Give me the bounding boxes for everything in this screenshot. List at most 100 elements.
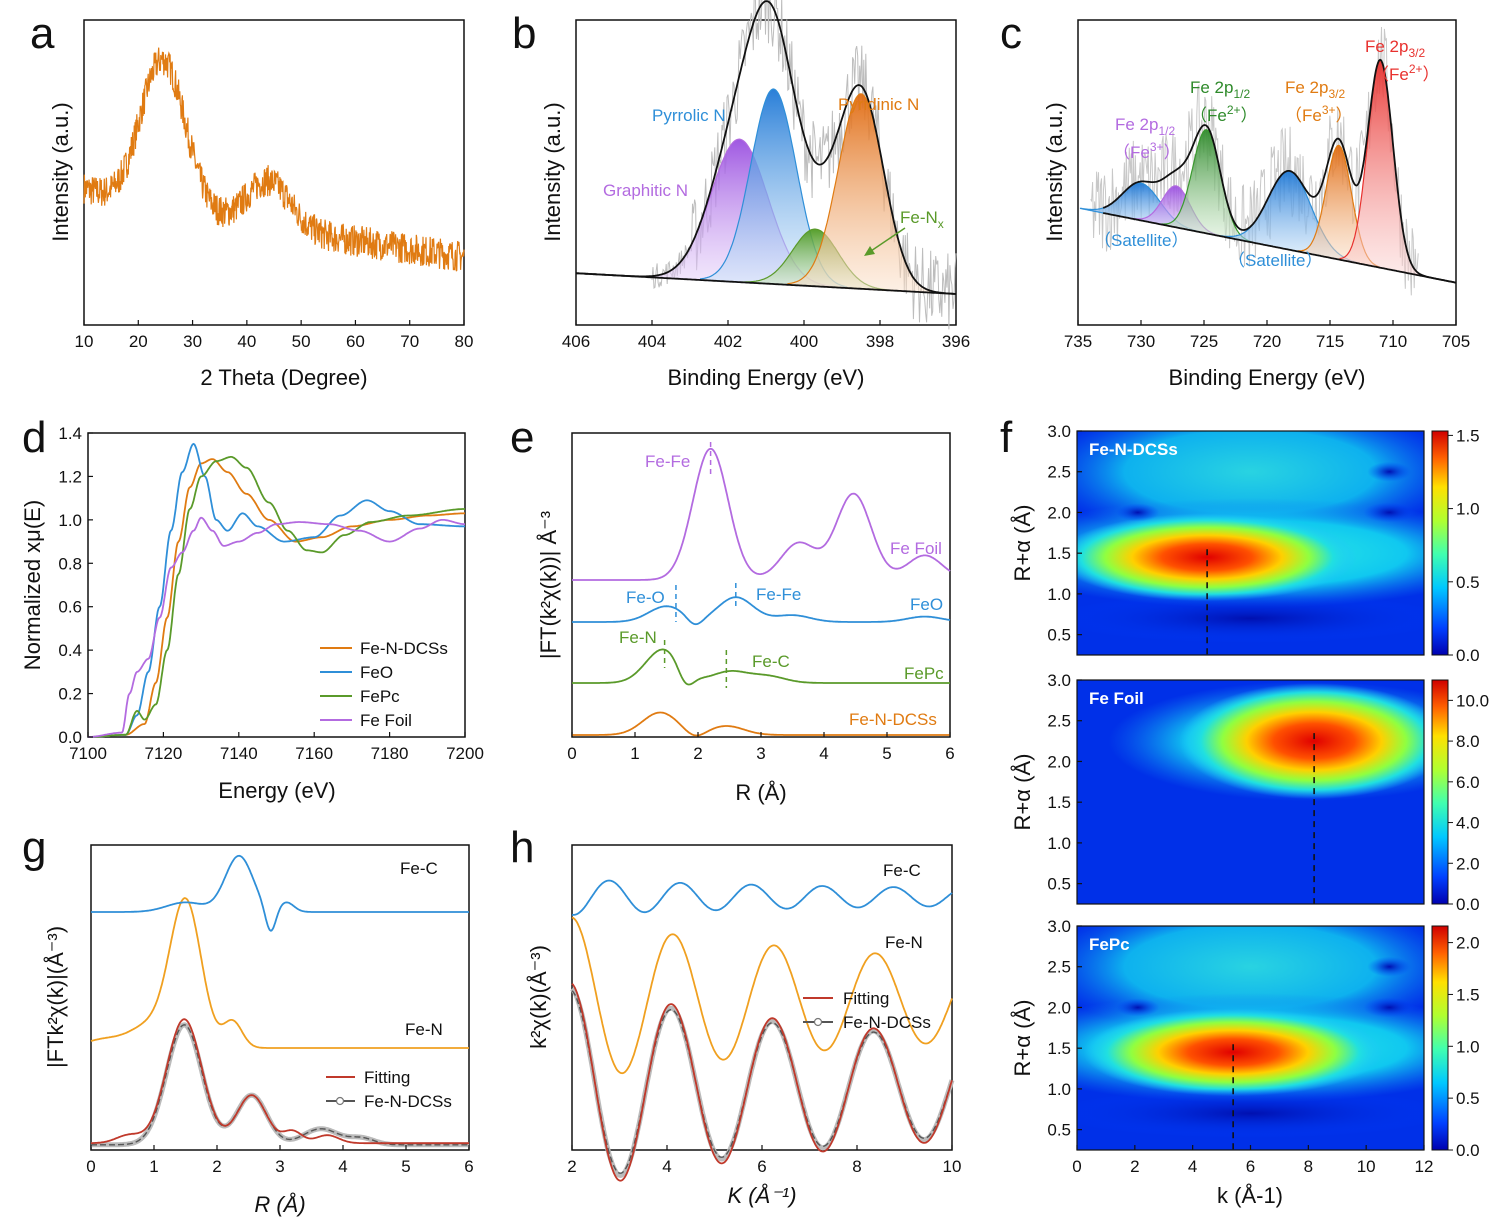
x-tick-label: 20 (129, 332, 148, 351)
label-fe2p32-fe3: Fe 2p3/2 (1285, 78, 1345, 101)
label-fe-o: Fe-O (626, 588, 665, 607)
x-tick-label: 0 (86, 1157, 95, 1176)
panel-f: f Fe-N-DCSs 0.5 1.0 1.5 2.0 2.5 3.0 R+α (Å) 0.0 0… (1000, 413, 1489, 1208)
x-axis-title: 2 Theta (Degree) (200, 365, 367, 390)
x-tick-label: 7200 (446, 744, 484, 763)
x-tick-label: 396 (942, 332, 970, 351)
x-tick-label: 5 (882, 744, 891, 763)
x-tick-label: 7120 (144, 744, 182, 763)
legend-dcss: Fe-N-DCSs (843, 1013, 931, 1032)
legend-label: FePc (360, 687, 400, 706)
x-tick-label: 50 (292, 332, 311, 351)
low-spot (1115, 503, 1160, 522)
y-ticks: 0.0 0.2 0.4 0.6 0.8 1.0 1.2 1.4 (58, 424, 93, 747)
x-tick-label: 7140 (220, 744, 258, 763)
y-axis-title: |FT(k²χ(k))| Å⁻³ (536, 511, 561, 659)
panel-letter: f (1000, 413, 1013, 462)
x-tick-label: 1 (630, 744, 639, 763)
series-fe-c (91, 854, 469, 932)
x-tick-label: 10 (75, 332, 94, 351)
x-axis-title: Binding Energy (eV) (1169, 365, 1366, 390)
x-axis-title: K (Å⁻¹) (727, 1183, 796, 1208)
legend-label: FeO (360, 663, 393, 682)
x-tick-label: 1 (149, 1157, 158, 1176)
label-fepc: FePc (904, 664, 944, 683)
x-tick-label: 730 (1127, 332, 1155, 351)
y-axis-title: R+α (Å) (1010, 1000, 1035, 1077)
colorbar-tick-label: 1.0 (1456, 500, 1480, 519)
legend-marker-dcss (813, 1017, 823, 1027)
y-tick-label: 0.2 (58, 685, 82, 704)
y-tick-label: 1.5 (1047, 793, 1071, 812)
arrow-fe-nx (867, 227, 906, 254)
x-tick-label: 400 (790, 332, 818, 351)
colorbar-tick-label: 6.0 (1456, 773, 1480, 792)
x-axis-title: R (Å) (735, 780, 786, 805)
label-fe-fe-foil: Fe-Fe (645, 452, 690, 471)
x-tick-label: 406 (562, 332, 590, 351)
y-tick-label: 2.5 (1047, 463, 1071, 482)
plot-frame (87, 432, 466, 738)
label-satellite-1: （Satellite） (1094, 231, 1188, 250)
legend-fitting: Fitting (364, 1068, 410, 1087)
label-fe-n: Fe-N (885, 933, 923, 952)
legend-label: Fe-N-DCSs (360, 639, 448, 658)
colorbar-tick-label: 0.0 (1456, 895, 1480, 914)
legend-fitting: Fitting (843, 989, 889, 1008)
label-graphitic-n: Graphitic N (603, 181, 688, 200)
series-fitting (571, 982, 953, 1182)
x-tick-label: 725 (1190, 332, 1218, 351)
x-tick-label: 0 (1072, 1157, 1081, 1176)
y-tick-label: 2.0 (1047, 503, 1071, 522)
wavelet-map-1: Fe-N-DCSs 0.5 1.0 1.5 2.0 2.5 3.0 R+α (Å) 0.0 0.5… (1010, 422, 1480, 665)
x-ticks: 10 20 30 40 50 60 70 80 (75, 320, 473, 351)
plot-area (1079, 26, 1457, 296)
x-tick-label: 6 (757, 1157, 766, 1176)
x-tick-label: 6 (945, 744, 954, 763)
series-fe-foil (88, 516, 465, 738)
legend-dcss: Fe-N-DCSs (364, 1092, 452, 1111)
y-axis-title: k²χ(k)(Å⁻³) (526, 945, 551, 1049)
label-fe3-ion-2: （Fe3+） (1285, 103, 1353, 125)
panel-letter: g (22, 823, 46, 872)
panel-letter: d (22, 413, 46, 462)
x-ticks: 0 1 2 3 4 5 6 (86, 1145, 474, 1176)
fit-envelope (1102, 58, 1457, 284)
series-fe-n-dcss (91, 1024, 469, 1146)
series-fepc (572, 648, 950, 686)
label-fe2-ion-2: （Fe2+） (1372, 62, 1440, 84)
wavelet-map-3: FePc 0.5 1.0 1.5 2.0 2.5 3.0 R+α (Å) 0.0 0.5 1.0 1.… (1010, 917, 1480, 1176)
x-tick-label: 30 (183, 332, 202, 351)
x-tick-label: 8 (1304, 1157, 1313, 1176)
colorbar-tick-label: 0.5 (1456, 573, 1480, 592)
label-feo: FeO (910, 595, 943, 614)
x-ticks: 406 404 402 400 398 396 (562, 320, 970, 351)
intensity-peak (1179, 683, 1424, 800)
x-tick-label: 710 (1379, 332, 1407, 351)
x-tick-label: 2 (567, 1157, 576, 1176)
y-tick-label: 1.0 (58, 511, 82, 530)
x-tick-label: 0 (567, 744, 576, 763)
x-tick-label: 720 (1253, 332, 1281, 351)
x-tick-label: 10 (943, 1157, 962, 1176)
label-fe2p32-fe2: Fe 2p3/2 (1365, 37, 1425, 60)
label-fe-c: Fe-C (752, 652, 790, 671)
panel-d: d 7100 7120 7140 7160 7180 7200 0.00.20.40.60… (20, 413, 484, 803)
plot-area (575, 0, 957, 330)
y-tick-label: 2.5 (1047, 958, 1071, 977)
series-fepc (88, 456, 465, 738)
low-band (1077, 1088, 1424, 1139)
colorbar-tick-label: 2.0 (1456, 934, 1480, 953)
x-tick-label: 2 (212, 1157, 221, 1176)
x-tick-label: 4 (1188, 1157, 1197, 1176)
y-tick-label: 3.0 (1047, 422, 1071, 441)
panel-h: h 2 4 6 8 10 K (Å⁻¹) k²χ(k)(Å⁻³) Fe-C Fe-N F… (510, 823, 961, 1208)
panel-e: e 0 1 2 3 4 5 6 R (Å) |FT(k²χ(k))| Å⁻³ Fe-Fe F… (510, 413, 955, 805)
series-fe-foil (572, 447, 951, 581)
arrowhead-icon (864, 246, 875, 256)
x-tick-label: 12 (1415, 1157, 1434, 1176)
x-tick-label: 7100 (69, 744, 107, 763)
colorbar-tick-label: 0.0 (1456, 646, 1480, 665)
x-axis-title: Energy (eV) (218, 778, 335, 803)
